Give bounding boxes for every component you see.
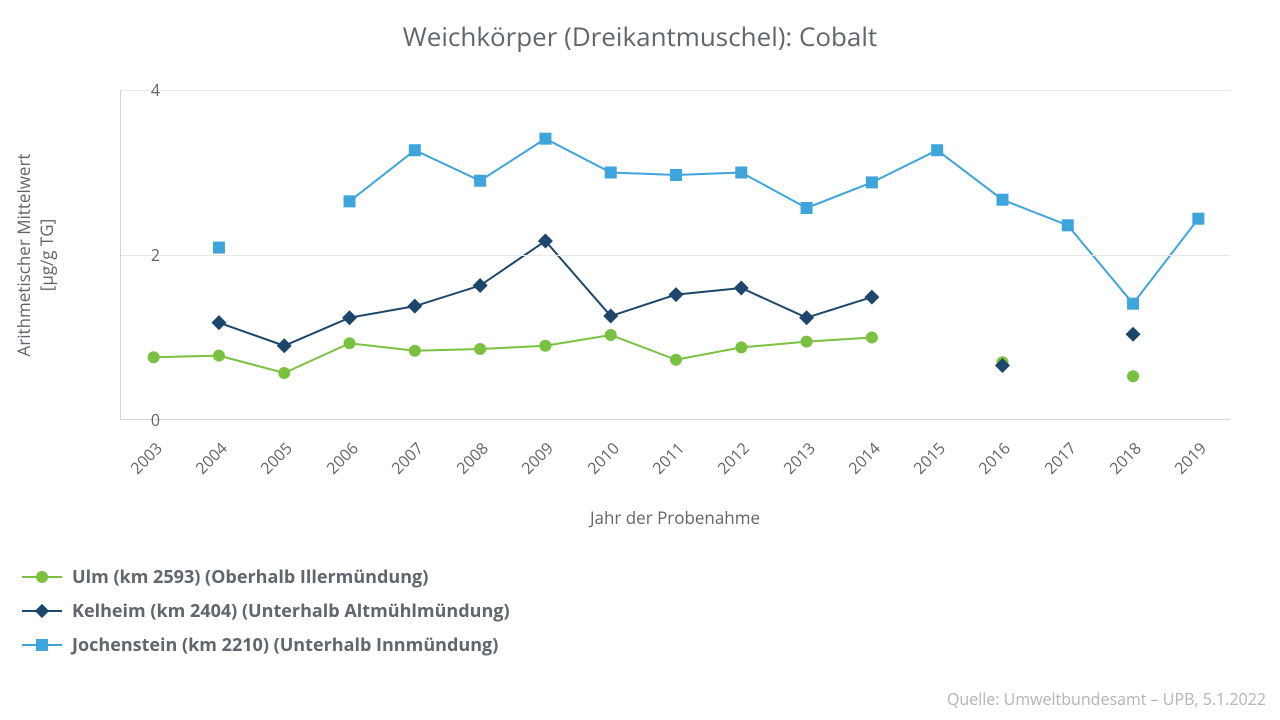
series-marker-ulm — [670, 354, 682, 366]
gridline — [121, 90, 1230, 91]
series-marker-kelheim — [277, 338, 292, 353]
series-marker-ulm — [344, 337, 356, 349]
x-tick-label: 2018 — [1088, 437, 1146, 495]
x-tick-label: 2005 — [239, 437, 297, 495]
series-marker-kelheim — [407, 299, 422, 314]
series-marker-jochenstein — [474, 175, 486, 187]
legend-label: Jochenstein (km 2210) (Unterhalb Innmünd… — [72, 633, 498, 657]
series-marker-kelheim — [669, 287, 684, 302]
diamond-icon — [35, 604, 49, 618]
x-tick-label: 2017 — [1023, 437, 1081, 495]
y-tick-label: 2 — [120, 244, 160, 266]
series-marker-ulm — [1127, 370, 1139, 382]
legend-item-jochenstein[interactable]: Jochenstein (km 2210) (Unterhalb Innmünd… — [22, 628, 510, 662]
y-axis-label: Arithmetischer Mittelwert[µg/g TG] — [12, 115, 58, 395]
x-tick-label: 2015 — [892, 437, 950, 495]
plot-area — [120, 90, 1230, 420]
x-tick-label: 2014 — [827, 437, 885, 495]
y-tick-label: 4 — [120, 79, 160, 101]
x-tick-label: 2008 — [435, 437, 493, 495]
series-marker-jochenstein — [1127, 298, 1139, 310]
series-marker-kelheim — [473, 278, 488, 293]
x-tick-label: 2009 — [500, 437, 558, 495]
legend: Ulm (km 2593) (Oberhalb Illermündung) Kel… — [22, 560, 510, 662]
series-marker-ulm — [148, 351, 160, 363]
x-tick-label: 2003 — [108, 437, 166, 495]
series-marker-ulm — [801, 336, 813, 348]
x-tick-label: 2004 — [174, 437, 232, 495]
chart-container: Weichkörper (Dreikantmuschel): Cobalt Ar… — [0, 0, 1280, 720]
legend-swatch — [22, 601, 62, 621]
x-tick-label: 2011 — [631, 437, 689, 495]
series-marker-jochenstein — [213, 242, 225, 254]
series-marker-ulm — [213, 350, 225, 362]
series-marker-jochenstein — [735, 167, 747, 179]
x-tick-label: 2016 — [957, 437, 1015, 495]
source-note: Quelle: Umweltbundesamt – UPB, 5.1.2022 — [947, 688, 1266, 710]
series-marker-ulm — [474, 343, 486, 355]
x-tick-label: 2013 — [761, 437, 819, 495]
legend-item-ulm[interactable]: Ulm (km 2593) (Oberhalb Illermündung) — [22, 560, 510, 594]
legend-label: Ulm (km 2593) (Oberhalb Illermündung) — [72, 565, 428, 589]
series-marker-jochenstein — [539, 133, 551, 145]
y-tick-label: 0 — [120, 409, 160, 431]
legend-item-kelheim[interactable]: Kelheim (km 2404) (Unterhalb Altmühlmünd… — [22, 594, 510, 628]
legend-swatch — [22, 567, 62, 587]
series-marker-jochenstein — [409, 144, 421, 156]
series-marker-jochenstein — [670, 169, 682, 181]
series-marker-jochenstein — [931, 144, 943, 156]
series-marker-ulm — [605, 329, 617, 341]
x-tick-label: 2006 — [304, 437, 362, 495]
gridline — [121, 255, 1230, 256]
series-marker-kelheim — [864, 290, 879, 305]
series-marker-jochenstein — [344, 195, 356, 207]
series-marker-jochenstein — [1062, 219, 1074, 231]
series-marker-jochenstein — [605, 167, 617, 179]
legend-label: Kelheim (km 2404) (Unterhalb Altmühlmünd… — [72, 599, 510, 623]
series-marker-ulm — [866, 332, 878, 344]
x-tick-label: 2012 — [696, 437, 754, 495]
series-marker-ulm — [735, 341, 747, 353]
x-tick-label: 2010 — [565, 437, 623, 495]
series-marker-kelheim — [342, 310, 357, 325]
x-tick-label: 2019 — [1153, 437, 1211, 495]
series-marker-kelheim — [799, 310, 814, 325]
series-marker-ulm — [278, 367, 290, 379]
series-marker-jochenstein — [1192, 213, 1204, 225]
series-marker-ulm — [539, 340, 551, 352]
chart-title: Weichkörper (Dreikantmuschel): Cobalt — [0, 18, 1280, 54]
series-marker-jochenstein — [866, 176, 878, 188]
legend-swatch — [22, 635, 62, 655]
series-marker-jochenstein — [801, 202, 813, 214]
circle-icon — [36, 571, 48, 583]
x-axis-label: Jahr der Probenahme — [120, 506, 1230, 529]
series-marker-ulm — [409, 345, 421, 357]
series-line-ulm — [154, 335, 872, 373]
series-marker-jochenstein — [996, 194, 1008, 206]
x-tick-label: 2007 — [370, 437, 428, 495]
series-marker-kelheim — [1126, 327, 1141, 342]
series-line-kelheim — [219, 241, 872, 346]
series-marker-kelheim — [734, 281, 749, 296]
series-marker-kelheim — [211, 315, 226, 330]
square-icon — [36, 639, 48, 651]
